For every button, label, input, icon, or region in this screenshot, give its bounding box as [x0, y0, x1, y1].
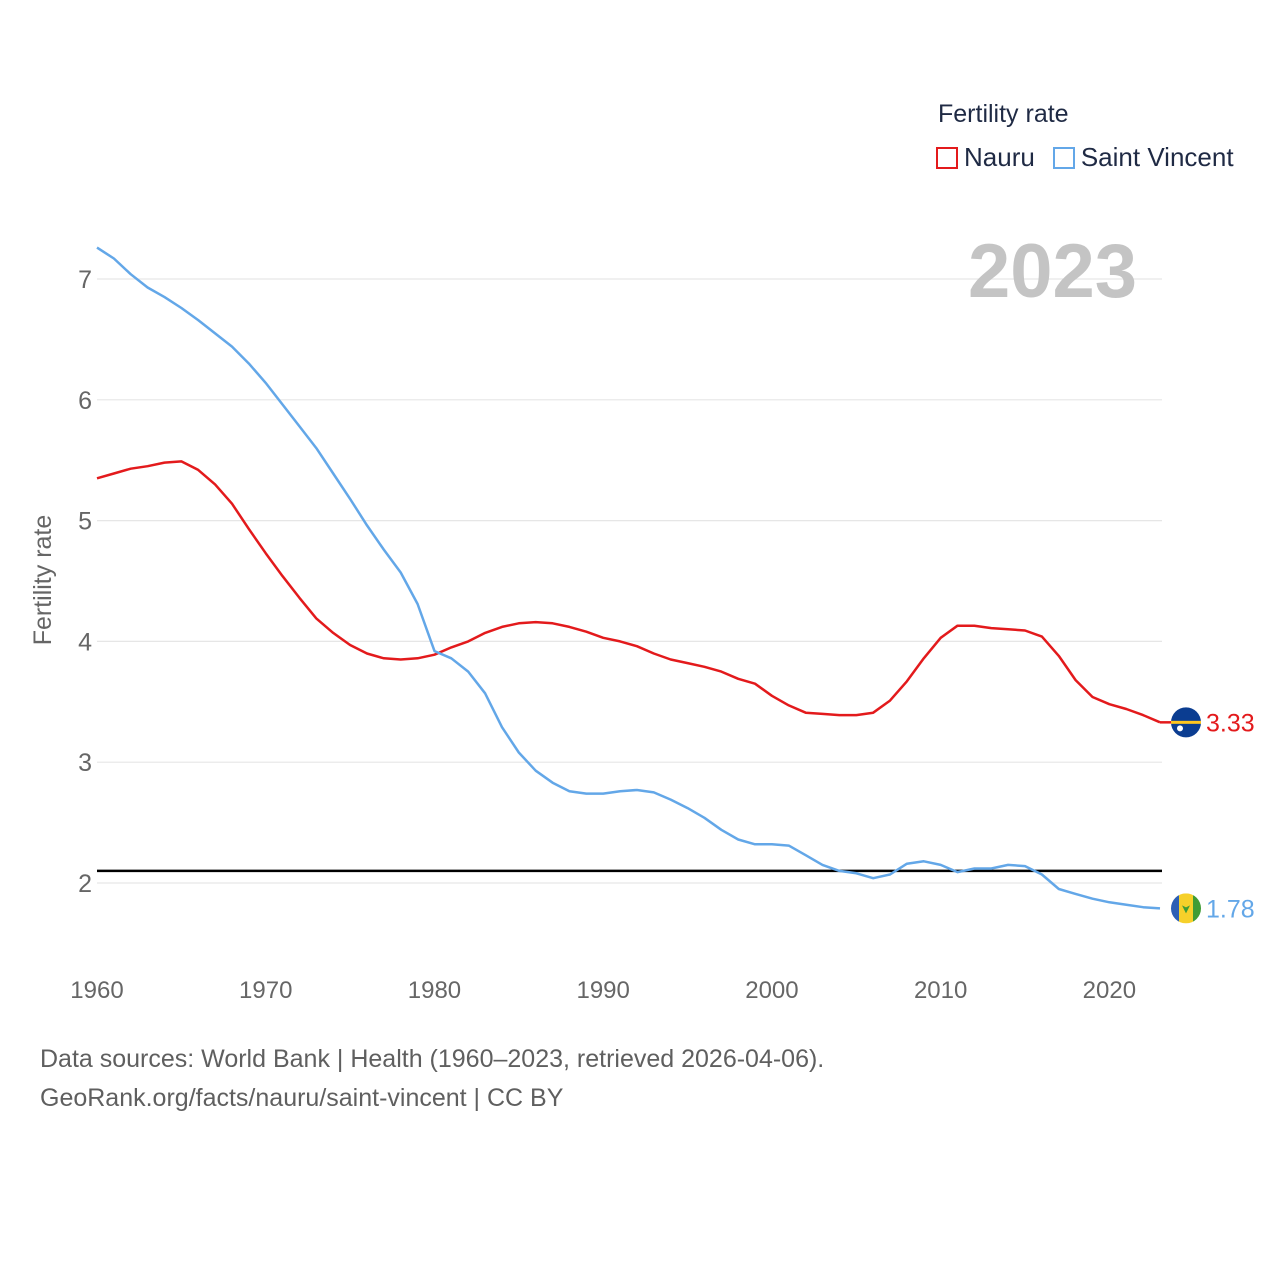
nauru-flag-stripe — [1171, 720, 1201, 724]
nauru-flag-icon — [1171, 707, 1201, 738]
footer-attribution: GeoRank.org/facts/nauru/saint-vincent | … — [40, 1084, 564, 1112]
x-tick-label: 1970 — [239, 977, 292, 1004]
legend-title: Fertility rate — [938, 100, 1069, 128]
y-tick-label: 6 — [78, 387, 92, 415]
legend-item-nauru[interactable]: Nauru — [936, 142, 1035, 173]
series-layer — [96, 246, 1161, 910]
end-value-saint-vincent: 1.78 — [1206, 895, 1255, 923]
series-line-saint-vincent[interactable] — [96, 246, 1161, 910]
x-tick-label: 1990 — [576, 977, 629, 1004]
y-axis-title: Fertility rate — [29, 515, 57, 646]
footer-sources: Data sources: World Bank | Health (1960–… — [40, 1045, 825, 1073]
y-tick-label: 3 — [78, 749, 92, 777]
legend-item-saint-vincent[interactable]: Saint Vincent — [1052, 142, 1234, 173]
legend: Nauru Saint Vincent — [936, 142, 1252, 173]
x-tick-label: 1980 — [408, 977, 461, 1004]
axis-labels: 2 3 4 5 6 7 1960 1970 1980 1990 2000 2010 2020 Fertil… — [29, 266, 1136, 1004]
x-tick-label: 2010 — [914, 977, 967, 1004]
legend-swatch-nauru — [936, 146, 958, 169]
y-tick-label: 7 — [78, 266, 92, 294]
end-markers: 3.33 1.78 — [1160, 707, 1255, 924]
svg-flag-green — [1193, 893, 1201, 924]
legend-label-saint-vincent: Saint Vincent — [1080, 142, 1234, 172]
legend-label-nauru: Nauru — [964, 142, 1035, 172]
legend-swatch-saint-vincent — [1052, 146, 1075, 169]
svg-flag-diamonds — [1182, 905, 1190, 914]
grid-lines — [97, 278, 1162, 884]
x-tick-label: 2020 — [1083, 977, 1136, 1004]
nauru-flag-star — [1177, 725, 1183, 732]
end-value-nauru: 3.33 — [1206, 709, 1255, 737]
series-line-nauru[interactable] — [96, 460, 1161, 724]
current-year-label: 2023 — [968, 229, 1138, 314]
y-tick-label: 2 — [78, 870, 92, 898]
svg-flag-blue — [1171, 893, 1179, 924]
x-tick-label: 1960 — [70, 977, 123, 1004]
x-tick-label: 2000 — [745, 977, 798, 1004]
y-tick-label: 5 — [78, 508, 92, 536]
saint-vincent-flag-icon — [1171, 893, 1201, 924]
y-tick-label: 4 — [78, 628, 92, 656]
